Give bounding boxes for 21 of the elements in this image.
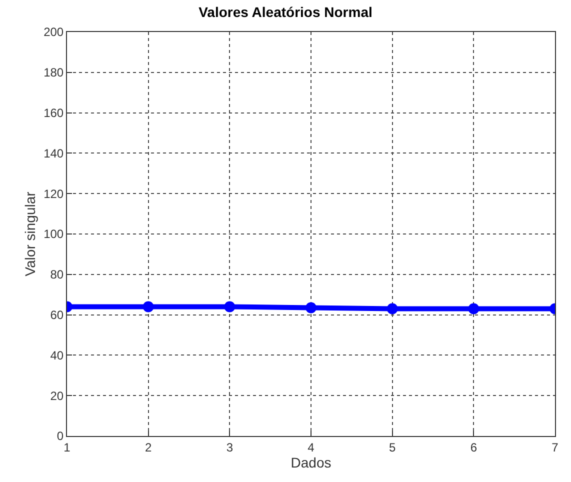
y-tick-label: 80 [50,268,64,282]
y-tick-label: 180 [44,66,64,80]
y-tick-label: 140 [44,146,64,160]
y-tick-label: 20 [50,388,64,403]
x-axis-title: Dados [290,454,332,470]
y-tick-label: 0 [56,429,64,444]
x-tick-label: 5 [388,440,396,454]
x-tick-label: 7 [552,440,559,454]
y-axis-title: Valor singular [22,191,38,276]
y-tick-label: 160 [44,106,64,120]
y-tick-label: 120 [44,186,64,201]
x-tick-label: 6 [470,440,478,454]
x-tick-label: 3 [226,440,234,454]
x-tick-label: 1 [64,440,71,454]
y-tick-label: 40 [50,348,64,362]
chart-title: Valores Aleatórios Normal [198,4,372,20]
y-tick-label: 200 [44,25,64,40]
y-tick-label: 60 [50,308,64,322]
y-tick-label: 100 [44,227,64,242]
x-tick-label: 2 [144,440,152,454]
x-tick-label: 4 [308,440,315,454]
